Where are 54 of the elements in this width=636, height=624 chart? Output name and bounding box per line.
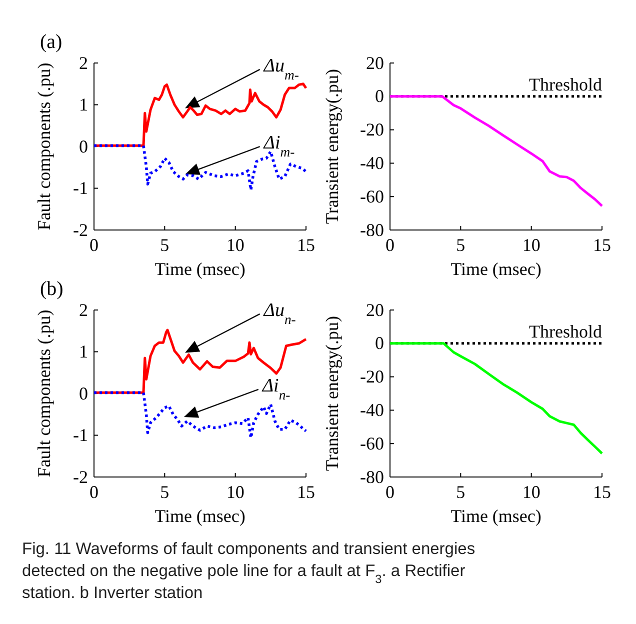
y-tick-label: 20 [366, 300, 384, 320]
y-tick-label: -40 [360, 400, 384, 420]
y-tick-label: -60 [360, 186, 384, 206]
y-tick-label: 0 [79, 136, 88, 156]
x-tick-label: 15 [297, 482, 315, 502]
text: Fig. 11 Waveforms of fault components and transient energies detected on the negative pole line for a fault at F$_{3}$. a Rectifier station. b Inverter station [22, 540, 476, 602]
x-tick-label: 5 [160, 482, 170, 502]
chart-title: (a) [40, 31, 62, 53]
y-tick-label: 0 [375, 86, 384, 106]
y-axis-title: Fault components (.pu) [34, 62, 54, 230]
x-tick-label: 10 [226, 234, 244, 255]
x-tick-label: 15 [593, 482, 611, 502]
x-axis-title: Time (msec) [450, 506, 542, 526]
y-tick-label: 20 [366, 52, 384, 73]
series-label: Δi$_{m-}$ [262, 132, 296, 160]
y-tick-label: -80 [360, 220, 384, 240]
y-tick-label: 2 [79, 52, 88, 73]
line-series [388, 95, 604, 208]
x-tick-label: 5 [160, 234, 170, 255]
y-tick-label: -20 [360, 120, 384, 140]
y-tick-label: 1 [79, 94, 88, 115]
y-tick-label: -80 [360, 466, 384, 487]
x-axis-title: Time (msec) [154, 259, 246, 279]
y-axis-title: Fault components (.pu) [34, 310, 54, 478]
x-tick-label: 15 [297, 234, 315, 255]
y-tick-label: -2 [73, 220, 88, 240]
series-label: Δi$_{n-}$ [261, 375, 291, 402]
x-axis-title: Time (msec) [154, 506, 246, 526]
x-tick-label: 5 [456, 482, 466, 502]
x-axis-title: Time (msec) [450, 259, 542, 279]
y-tick-label: -1 [73, 425, 88, 446]
series-label: Δu$_{n-}$ [262, 300, 296, 326]
line-series [388, 342, 604, 455]
y-tick-label: -40 [360, 152, 384, 173]
x-tick-label: 5 [456, 234, 466, 255]
chart-title: (b) [40, 278, 64, 300]
series-label: Δu$_{m-}$ [262, 55, 300, 82]
y-tick-label: 2 [79, 300, 88, 320]
y-tick-label: -20 [360, 366, 384, 387]
y-axis-title: Transient energy(.pu) [322, 316, 342, 471]
line-series [92, 391, 308, 440]
y-tick-label: -2 [73, 466, 88, 487]
ref-line-label: Threshold [529, 321, 602, 342]
y-tick-label: 1 [79, 342, 88, 362]
x-tick-label: 10 [522, 482, 540, 502]
x-tick-label: 10 [522, 234, 540, 255]
y-axis-title: Transient energy(.pu) [322, 69, 342, 224]
y-tick-label: -60 [360, 433, 384, 454]
x-tick-label: 15 [593, 234, 611, 255]
x-tick-label: 10 [226, 482, 244, 502]
ref-line-label: Threshold [529, 74, 602, 94]
y-tick-label: 0 [79, 383, 88, 404]
y-tick-label: -1 [73, 178, 88, 198]
y-tick-label: 0 [375, 333, 384, 354]
